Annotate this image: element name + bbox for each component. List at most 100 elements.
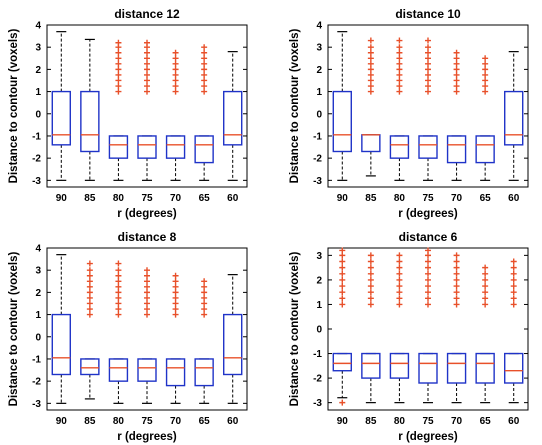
outlier-marker	[339, 270, 346, 277]
outlier-marker	[425, 71, 431, 78]
outlier-marker	[201, 55, 208, 62]
outlier-marker	[144, 49, 150, 56]
box-65	[475, 55, 495, 181]
outlier-marker	[367, 270, 374, 277]
outlier-marker	[482, 301, 489, 308]
outlier-marker	[115, 278, 122, 285]
outlier-marker	[201, 306, 208, 313]
outlier-marker	[510, 301, 517, 308]
outlier-marker	[367, 283, 374, 290]
outlier-marker	[510, 289, 517, 296]
box-75	[137, 39, 157, 181]
outlier-marker	[172, 60, 179, 67]
outlier-marker	[482, 276, 489, 283]
y-tick-label: -1	[32, 131, 41, 142]
y-tick-label: -3	[32, 399, 41, 410]
outlier-marker	[172, 55, 179, 62]
outlier-marker	[172, 294, 179, 301]
x-tick-label: 75	[141, 416, 153, 427]
outlier-marker	[367, 276, 374, 283]
outlier-marker	[425, 289, 431, 296]
outlier-marker	[453, 295, 460, 302]
x-axis-label: r (degrees)	[398, 208, 458, 220]
outlier-marker	[339, 295, 346, 302]
outlier-marker	[172, 289, 179, 296]
y-tick-label: -3	[313, 176, 322, 187]
x-tick-label: 75	[422, 416, 434, 427]
outlier-marker	[425, 83, 431, 90]
outlier-marker	[510, 295, 517, 302]
outlier-marker	[453, 60, 460, 67]
x-tick-label: 60	[508, 193, 520, 204]
outlier-marker	[482, 71, 489, 78]
outlier-marker	[115, 66, 122, 73]
outlier-marker	[201, 44, 208, 51]
outlier-marker	[396, 88, 403, 95]
outlier-marker	[86, 283, 93, 290]
outlier-marker	[482, 88, 489, 95]
iqr-box	[446, 352, 467, 384]
outlier-marker	[396, 55, 403, 62]
outlier-marker	[144, 289, 150, 296]
box-65	[194, 278, 214, 404]
outlier-marker	[201, 294, 208, 301]
outlier-marker	[425, 270, 431, 277]
outlier-marker	[396, 283, 403, 290]
iqr-box	[165, 135, 186, 159]
iqr-box	[137, 135, 157, 159]
outlier-marker	[201, 300, 208, 307]
outlier-marker	[396, 44, 403, 51]
outlier-marker	[339, 289, 346, 296]
x-tick-label: 90	[337, 193, 349, 204]
outlier-marker	[86, 294, 93, 301]
outlier-marker	[396, 83, 403, 90]
outlier-marker	[144, 311, 150, 318]
outlier-marker	[367, 66, 374, 73]
outlier-marker	[144, 60, 150, 67]
outlier-marker	[115, 49, 122, 56]
outlier-marker	[396, 258, 403, 265]
y-axis-label: Distance to contour (voxels)	[289, 252, 301, 407]
box-65	[475, 264, 495, 404]
outlier-marker	[115, 260, 122, 267]
iqr-box	[389, 135, 410, 159]
box-65	[194, 44, 214, 181]
outlier-marker	[86, 272, 93, 279]
outlier-marker	[86, 267, 93, 274]
outlier-marker	[201, 278, 208, 285]
outlier-marker	[396, 289, 403, 296]
outlier-marker	[115, 39, 122, 46]
outlier-marker	[453, 77, 460, 84]
outlier-marker	[482, 289, 489, 296]
y-tick-label: 1	[35, 310, 41, 321]
outlier-marker	[453, 252, 460, 259]
outlier-marker	[367, 71, 374, 78]
chart-panel-4: -3 -2 -1 0 1 2 3 90 85 80 75 70 65 60 distance 6 r (deg…	[289, 230, 529, 443]
outlier-marker	[339, 258, 346, 265]
chart-title: distance 12	[114, 7, 180, 21]
x-tick-label: 90	[337, 416, 349, 427]
iqr-box	[446, 135, 467, 164]
outlier-marker	[453, 83, 460, 90]
outlier-marker	[425, 283, 431, 290]
outlier-marker	[425, 44, 431, 51]
box-80	[108, 39, 129, 181]
outlier-marker	[367, 49, 374, 56]
outlier-marker	[367, 60, 374, 67]
box-80	[389, 252, 410, 404]
outlier-marker	[425, 247, 431, 254]
outlier-marker	[144, 66, 150, 73]
outlier-marker	[144, 278, 150, 285]
x-tick-label: 90	[56, 416, 68, 427]
outlier-marker	[115, 267, 122, 274]
x-tick-label: 70	[451, 416, 463, 427]
y-tick-label: 2	[35, 65, 41, 76]
outlier-marker	[115, 306, 122, 313]
outlier-marker	[367, 37, 374, 44]
outlier-marker	[144, 55, 150, 62]
outlier-marker	[425, 60, 431, 67]
chart-panel-3: -3 -2 -1 0 1 2 3 4 90 85 80 75 70 65 60 distance 8 r (de…	[8, 230, 248, 443]
iqr-box	[194, 135, 214, 164]
outlier-marker	[425, 49, 431, 56]
